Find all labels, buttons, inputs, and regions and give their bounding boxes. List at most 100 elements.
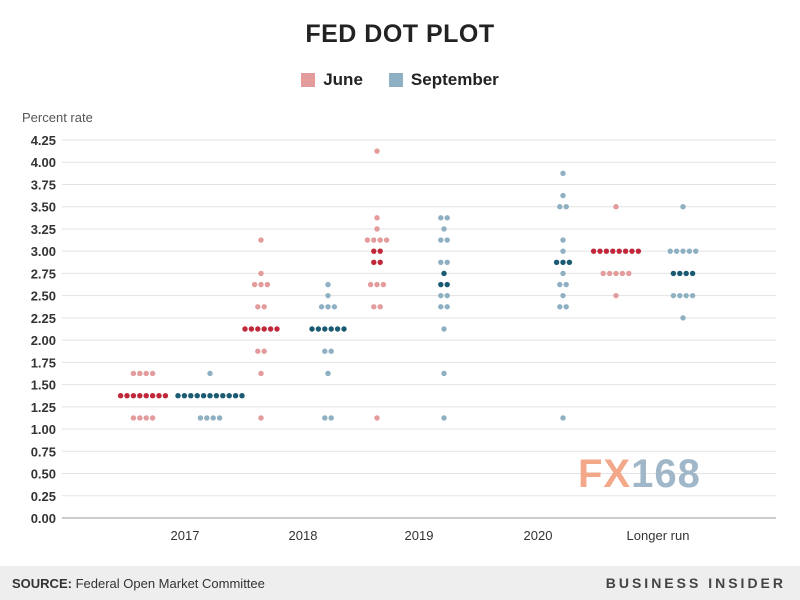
projection-dot bbox=[438, 237, 444, 243]
projection-dot bbox=[680, 315, 686, 321]
projection-dot bbox=[143, 370, 149, 377]
projection-dot bbox=[322, 348, 328, 354]
projection-dot bbox=[560, 415, 566, 421]
median-dot bbox=[175, 393, 181, 399]
projection-dot bbox=[371, 237, 377, 243]
projection-dot bbox=[328, 348, 334, 354]
projection-dot bbox=[322, 415, 328, 421]
projection-dot bbox=[204, 415, 210, 421]
median-dot bbox=[181, 393, 188, 399]
y-tick-label: 4.25 bbox=[31, 133, 56, 148]
projection-dot bbox=[560, 292, 566, 299]
projection-dot bbox=[444, 259, 450, 265]
watermark-logo: FX168 bbox=[578, 452, 701, 497]
projection-dot bbox=[680, 204, 686, 210]
projection-dot bbox=[444, 292, 450, 299]
median-dot bbox=[341, 326, 347, 332]
median-dot bbox=[315, 326, 322, 332]
median-dot bbox=[220, 393, 226, 399]
y-tick-label: 3.75 bbox=[31, 177, 56, 192]
legend-item-june: June bbox=[301, 70, 363, 90]
source-text: Federal Open Market Committee bbox=[75, 576, 265, 591]
projection-dot bbox=[377, 304, 383, 310]
y-tick-label: 4.00 bbox=[31, 155, 56, 170]
median-dot bbox=[566, 259, 573, 265]
x-tick-label: 2019 bbox=[405, 528, 434, 543]
projection-dot bbox=[693, 248, 699, 254]
median-dot bbox=[143, 393, 149, 399]
projection-dot bbox=[130, 415, 137, 421]
projection-dot bbox=[143, 415, 149, 421]
median-dot bbox=[239, 393, 245, 399]
projection-dot bbox=[560, 237, 566, 243]
median-dot bbox=[156, 393, 162, 399]
projection-dot bbox=[560, 248, 566, 254]
projection-dot bbox=[216, 415, 223, 421]
projection-dot bbox=[210, 415, 216, 421]
projection-dot bbox=[371, 304, 377, 310]
median-dot bbox=[242, 326, 248, 332]
y-tick-label: 1.00 bbox=[31, 422, 56, 437]
projection-dot bbox=[258, 415, 264, 421]
x-tick-label: 2020 bbox=[524, 528, 553, 543]
projection-dot bbox=[560, 170, 566, 177]
median-dot bbox=[207, 393, 213, 399]
projection-dot bbox=[374, 226, 380, 232]
median-dot bbox=[188, 393, 194, 399]
median-dot bbox=[117, 393, 124, 399]
y-tick-label: 1.25 bbox=[31, 400, 56, 415]
projection-dot bbox=[626, 270, 632, 277]
projection-dot bbox=[560, 270, 566, 277]
y-tick-label: 0.25 bbox=[31, 489, 56, 504]
median-dot bbox=[130, 393, 137, 399]
median-dot bbox=[444, 281, 450, 288]
y-tick-label: 1.50 bbox=[31, 378, 56, 393]
median-dot bbox=[553, 259, 560, 265]
y-tick-label: 3.00 bbox=[31, 244, 56, 259]
projection-dot bbox=[207, 370, 213, 377]
projection-dot bbox=[606, 270, 613, 277]
source-label: SOURCE: bbox=[12, 576, 72, 591]
projection-dot bbox=[255, 304, 261, 310]
projection-dot bbox=[318, 304, 325, 310]
median-dot bbox=[248, 326, 255, 332]
median-dot bbox=[137, 393, 143, 399]
legend-label-june: June bbox=[323, 70, 363, 89]
projection-dot bbox=[670, 292, 677, 299]
projection-dot bbox=[438, 304, 444, 310]
median-dot bbox=[371, 259, 377, 265]
y-tick-label: 2.25 bbox=[31, 311, 56, 326]
projection-dot bbox=[325, 281, 331, 288]
projection-dot bbox=[560, 192, 566, 199]
y-tick-label: 0.50 bbox=[31, 467, 56, 482]
y-tick-label: 0.00 bbox=[31, 511, 56, 526]
median-dot bbox=[274, 326, 280, 332]
median-dot bbox=[149, 393, 156, 399]
projection-dot bbox=[557, 281, 563, 288]
median-dot bbox=[309, 326, 315, 332]
brand-logo: BUSINESS INSIDER bbox=[605, 575, 786, 591]
median-dot bbox=[622, 248, 629, 254]
projection-dot bbox=[557, 204, 563, 210]
legend-swatch-june bbox=[301, 73, 316, 87]
projection-dot bbox=[130, 370, 137, 377]
projection-dot bbox=[683, 292, 689, 299]
projection-dot bbox=[441, 370, 447, 377]
median-dot bbox=[255, 326, 261, 332]
projection-dot bbox=[137, 415, 143, 421]
median-dot bbox=[267, 326, 274, 332]
legend-item-september: September bbox=[388, 70, 499, 90]
projection-dot bbox=[367, 281, 374, 288]
median-dot bbox=[683, 270, 689, 277]
median-dot bbox=[603, 248, 610, 254]
projection-dot bbox=[677, 292, 683, 299]
legend: June September bbox=[0, 70, 800, 90]
footer: SOURCE: Federal Open Market Committee BU… bbox=[0, 566, 800, 600]
projection-dot bbox=[258, 370, 264, 377]
projection-dot bbox=[667, 248, 673, 254]
median-dot bbox=[590, 248, 597, 254]
projection-dot bbox=[383, 237, 390, 243]
projection-dot bbox=[374, 215, 380, 221]
projection-dot bbox=[258, 281, 264, 288]
projection-dot bbox=[264, 281, 271, 288]
